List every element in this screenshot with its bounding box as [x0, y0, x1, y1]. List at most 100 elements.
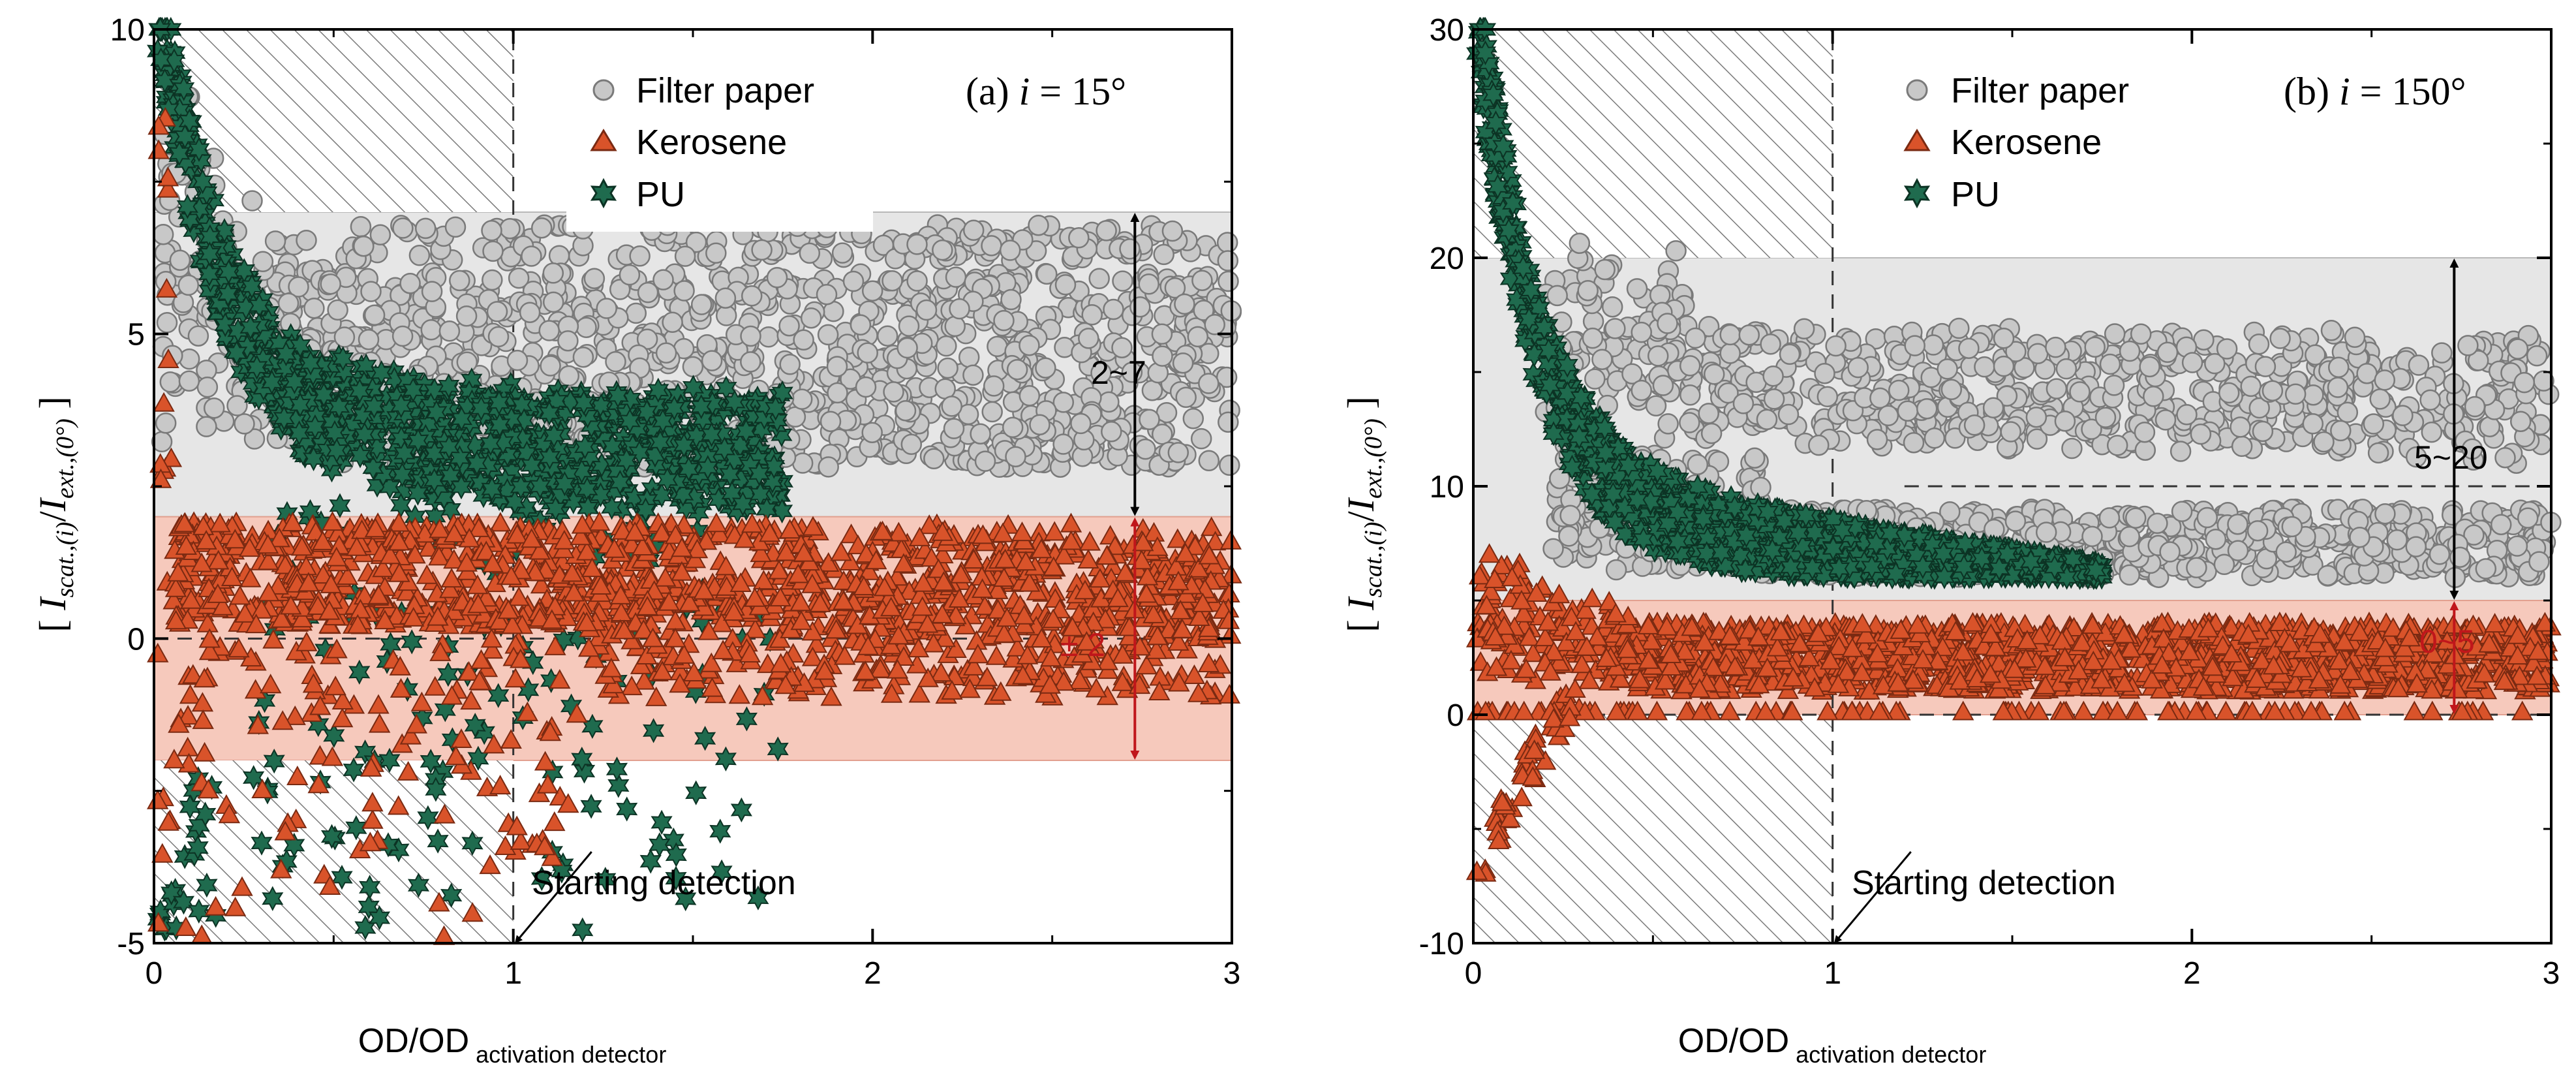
panel-a-filter-point	[177, 274, 200, 296]
panel-b-hatched-region-0	[1473, 29, 1833, 258]
panel-a-filter-point	[915, 299, 938, 321]
panel-a-points	[147, 16, 1242, 945]
panel-a-filter-point	[455, 305, 478, 327]
panel-a-filter-point	[155, 413, 177, 434]
panel-a-filter-point	[1218, 411, 1239, 433]
panel-a-filter-point	[981, 401, 1003, 423]
panel-a-filter-point	[705, 242, 727, 264]
panel-a-filter-point	[482, 269, 503, 291]
panel-a-annotation-gray: 2~7	[1091, 354, 1146, 391]
panel-a-filter-point	[1204, 314, 1225, 335]
panel-a-filter-point	[816, 283, 838, 305]
panel-a-filter-point	[962, 219, 985, 241]
panel-a-filter-point	[277, 292, 299, 314]
panel-a-filter-point	[414, 217, 437, 240]
panel-a-filter-point	[758, 326, 780, 348]
panel-a-filter-point	[937, 357, 958, 379]
panel-b-filter-point	[1605, 559, 1627, 581]
panel-a-filter-point	[906, 234, 928, 255]
panel-a-legend: Filter paper Kerosene PU	[566, 55, 873, 232]
panel-a-filter-point	[740, 325, 761, 347]
panel-a-filter-point	[1167, 442, 1189, 463]
panel-a-filter-point	[152, 223, 174, 245]
panel-a-legend-filter: Filter paper	[636, 71, 814, 110]
panel-a-filter-point	[629, 245, 651, 267]
panel-a-filter-point	[540, 355, 561, 377]
panel-a-filter-point	[1191, 270, 1213, 291]
panel-a-filter-point	[1000, 288, 1022, 311]
panel-a-filter-point	[791, 388, 813, 410]
panel-a-filter-point	[575, 317, 597, 338]
panel-a-filter-point	[690, 294, 713, 315]
panel-a-filter-point	[369, 224, 391, 246]
panel-a-filter-point	[673, 280, 695, 302]
panel-a-filter-point	[1129, 296, 1151, 318]
panel-a-filter-point	[596, 298, 617, 319]
panel-a-xtick-label: 1	[504, 956, 522, 991]
panel-a-filter-point	[850, 314, 872, 335]
panel-a-filter-point	[350, 216, 372, 238]
panel-a-pu-point	[572, 917, 594, 943]
panel-a-filter-point	[353, 235, 375, 257]
panel-b-filter-point	[1594, 258, 1616, 281]
panel-a-filter-point	[392, 217, 414, 239]
panel-a-filter-point	[674, 245, 696, 267]
panel-a-filter-point	[740, 351, 761, 373]
panel-a-filter-point	[1151, 323, 1173, 345]
panel-a-xtick-label: 0	[146, 956, 163, 991]
panel-a-starting-detection: Starting detection	[532, 864, 796, 902]
panel-a-filter-point	[1029, 414, 1050, 435]
panel-a-legend-marker-filter	[592, 79, 615, 101]
panel-a-filter-point	[987, 335, 1008, 358]
panel-b-filter-point	[2431, 342, 2453, 364]
panel-a-filter-point	[1187, 326, 1209, 348]
panel-a-filter-point	[156, 312, 178, 334]
panel-a-filter-point	[945, 266, 967, 288]
panel-a-pu-point	[730, 797, 752, 823]
panel-a-filter-point	[949, 298, 970, 320]
panel-a-filter-point	[1035, 357, 1056, 379]
panel-a-filter-point	[1052, 433, 1074, 455]
panel-a-filter-point	[196, 416, 217, 437]
panel-a-filter-point	[1198, 450, 1220, 472]
panel-b-filter-point	[2176, 404, 2198, 426]
panel-a-filter-point	[159, 371, 181, 393]
panel-a-filter-point	[655, 342, 677, 364]
panel-a-filter-point	[408, 245, 431, 266]
panel-a-filter-point	[714, 287, 737, 309]
panel-a-filter-point	[932, 239, 953, 261]
panel-a-filter-point	[172, 292, 194, 313]
panel-a-filter-point	[944, 315, 966, 337]
panel-a-filter-point	[296, 229, 317, 251]
panel-a-filter-point	[482, 240, 504, 262]
panel-a-filter-point	[831, 242, 853, 264]
panel-a-filter-point	[234, 413, 255, 435]
panel-a-filter-point	[1182, 408, 1204, 429]
panel-a-filter-point	[243, 428, 266, 450]
panel-a-filter-point	[779, 354, 801, 375]
panel-a-filter-point	[320, 273, 341, 295]
panel-a-pu-point	[709, 818, 731, 844]
panel-a-filter-point	[558, 365, 580, 387]
panel-a-filter-point	[1005, 446, 1026, 467]
panel-a-pu-point	[665, 842, 687, 867]
panel-a-filter-point	[826, 356, 848, 377]
panel-a-filter-point	[1101, 421, 1122, 443]
panel-a-filter-point	[993, 309, 1015, 332]
panel-a-filter-point	[486, 301, 508, 322]
panel-a-filter-point	[701, 350, 723, 371]
panel-a-filter-point	[399, 272, 421, 294]
panel-a-filter-point	[936, 335, 957, 357]
panel-a-filter-point	[799, 242, 821, 264]
panel-a-filter-point	[456, 351, 478, 373]
panel-a-filter-point	[203, 397, 225, 419]
panel-a-filter-point	[1153, 243, 1174, 266]
panel-a-ytick-label: 5	[127, 318, 145, 352]
panel-a-filter-point	[1054, 274, 1077, 296]
panel-a-xlabel: OD/OD activation detector	[358, 1022, 667, 1068]
panel-a-pu-point	[685, 780, 707, 805]
panel-a-filter-point	[519, 302, 541, 323]
panel-a-filter-point	[861, 422, 883, 443]
panel-a-annotation-red: ± 2	[1060, 627, 1105, 663]
